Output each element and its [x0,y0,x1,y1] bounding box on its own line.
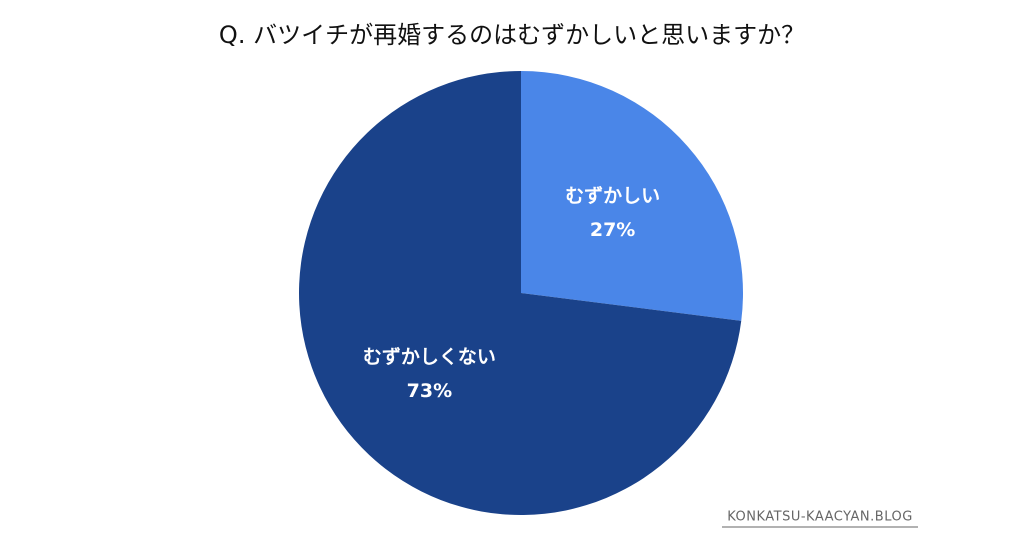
pie-slice [521,71,743,321]
chart-title: Q. バツイチが再婚するのはむずかしいと思いますか？ [219,21,805,49]
slice-value-label: 73% [407,380,452,402]
slice-label: むずかしい [565,185,660,207]
slice-label: むずかしくない [363,346,496,368]
watermark: KONKATSU-KAACYAN.BLOG [727,510,913,525]
slice-value-label: 27% [590,219,635,241]
pie-slice [299,71,742,516]
